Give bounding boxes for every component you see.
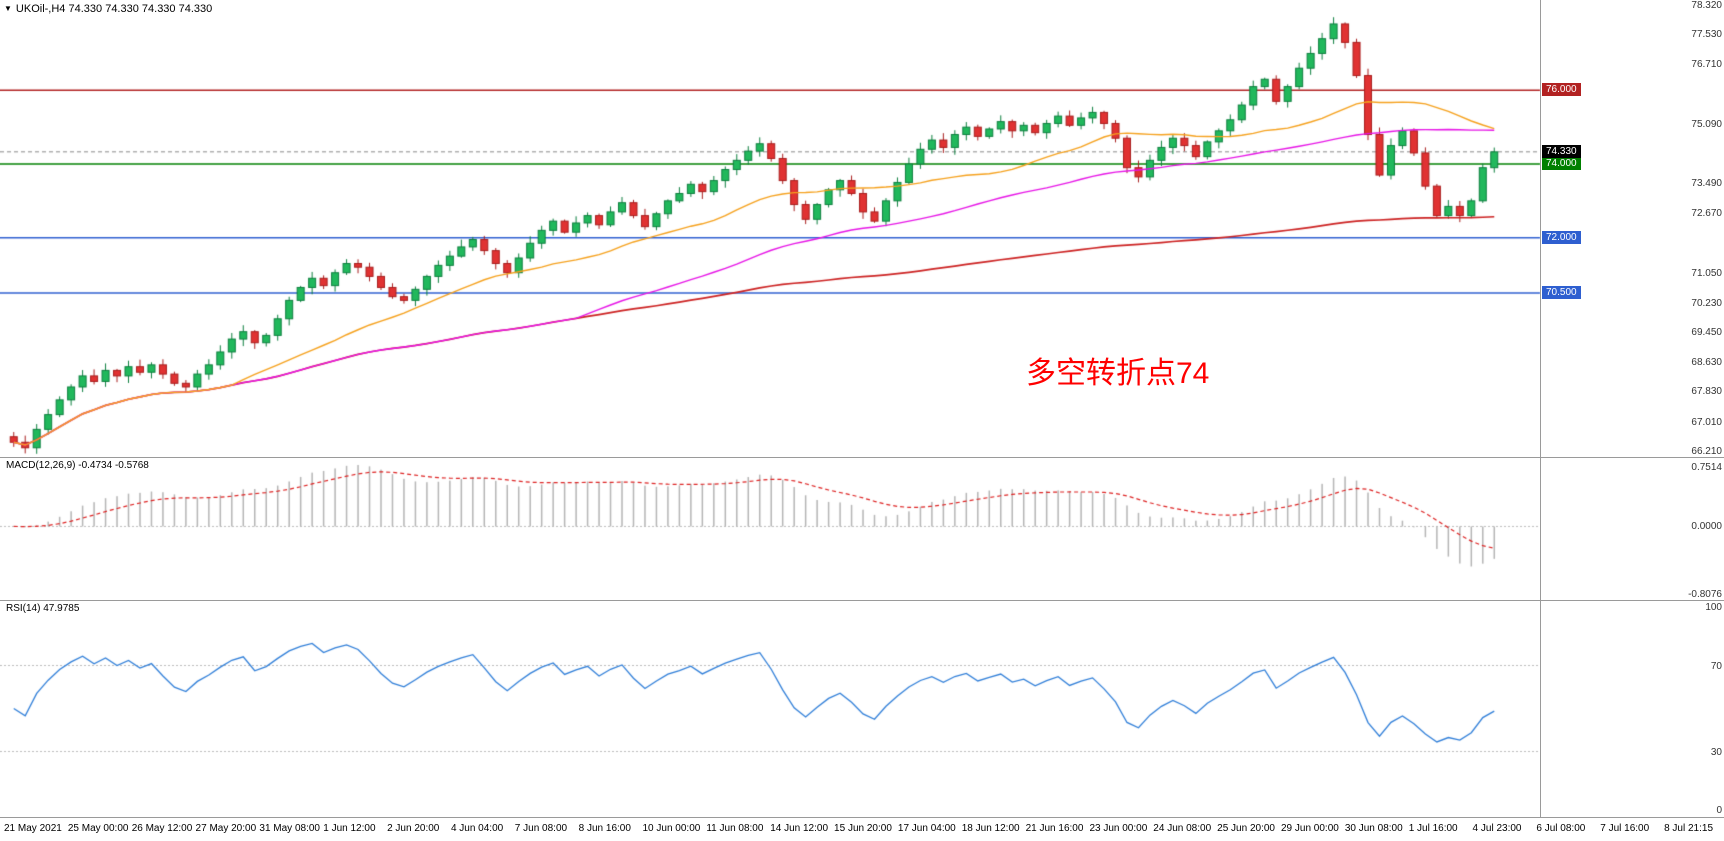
pane-separator: [0, 600, 1724, 601]
scale-border: [1540, 0, 1541, 817]
ohlc-readout: 74.330 74.330 74.330 74.330: [68, 3, 213, 15]
symbol-dropdown-icon[interactable]: ▼: [4, 4, 12, 13]
rsi-pane-label: RSI(14) 47.9785: [4, 603, 82, 614]
symbol-period-label: UKOil-,H4: [15, 3, 66, 15]
pane-separator: [0, 817, 1724, 818]
chart-header: ▼ UKOil-,H4 74.330 74.330 74.330 74.330: [4, 3, 212, 15]
macd-pane-label: MACD(12,26,9) -0.4734 -0.5768: [4, 460, 151, 471]
pane-separator: [0, 457, 1724, 458]
trend-annotation: 多空转折点74: [1026, 357, 1210, 390]
